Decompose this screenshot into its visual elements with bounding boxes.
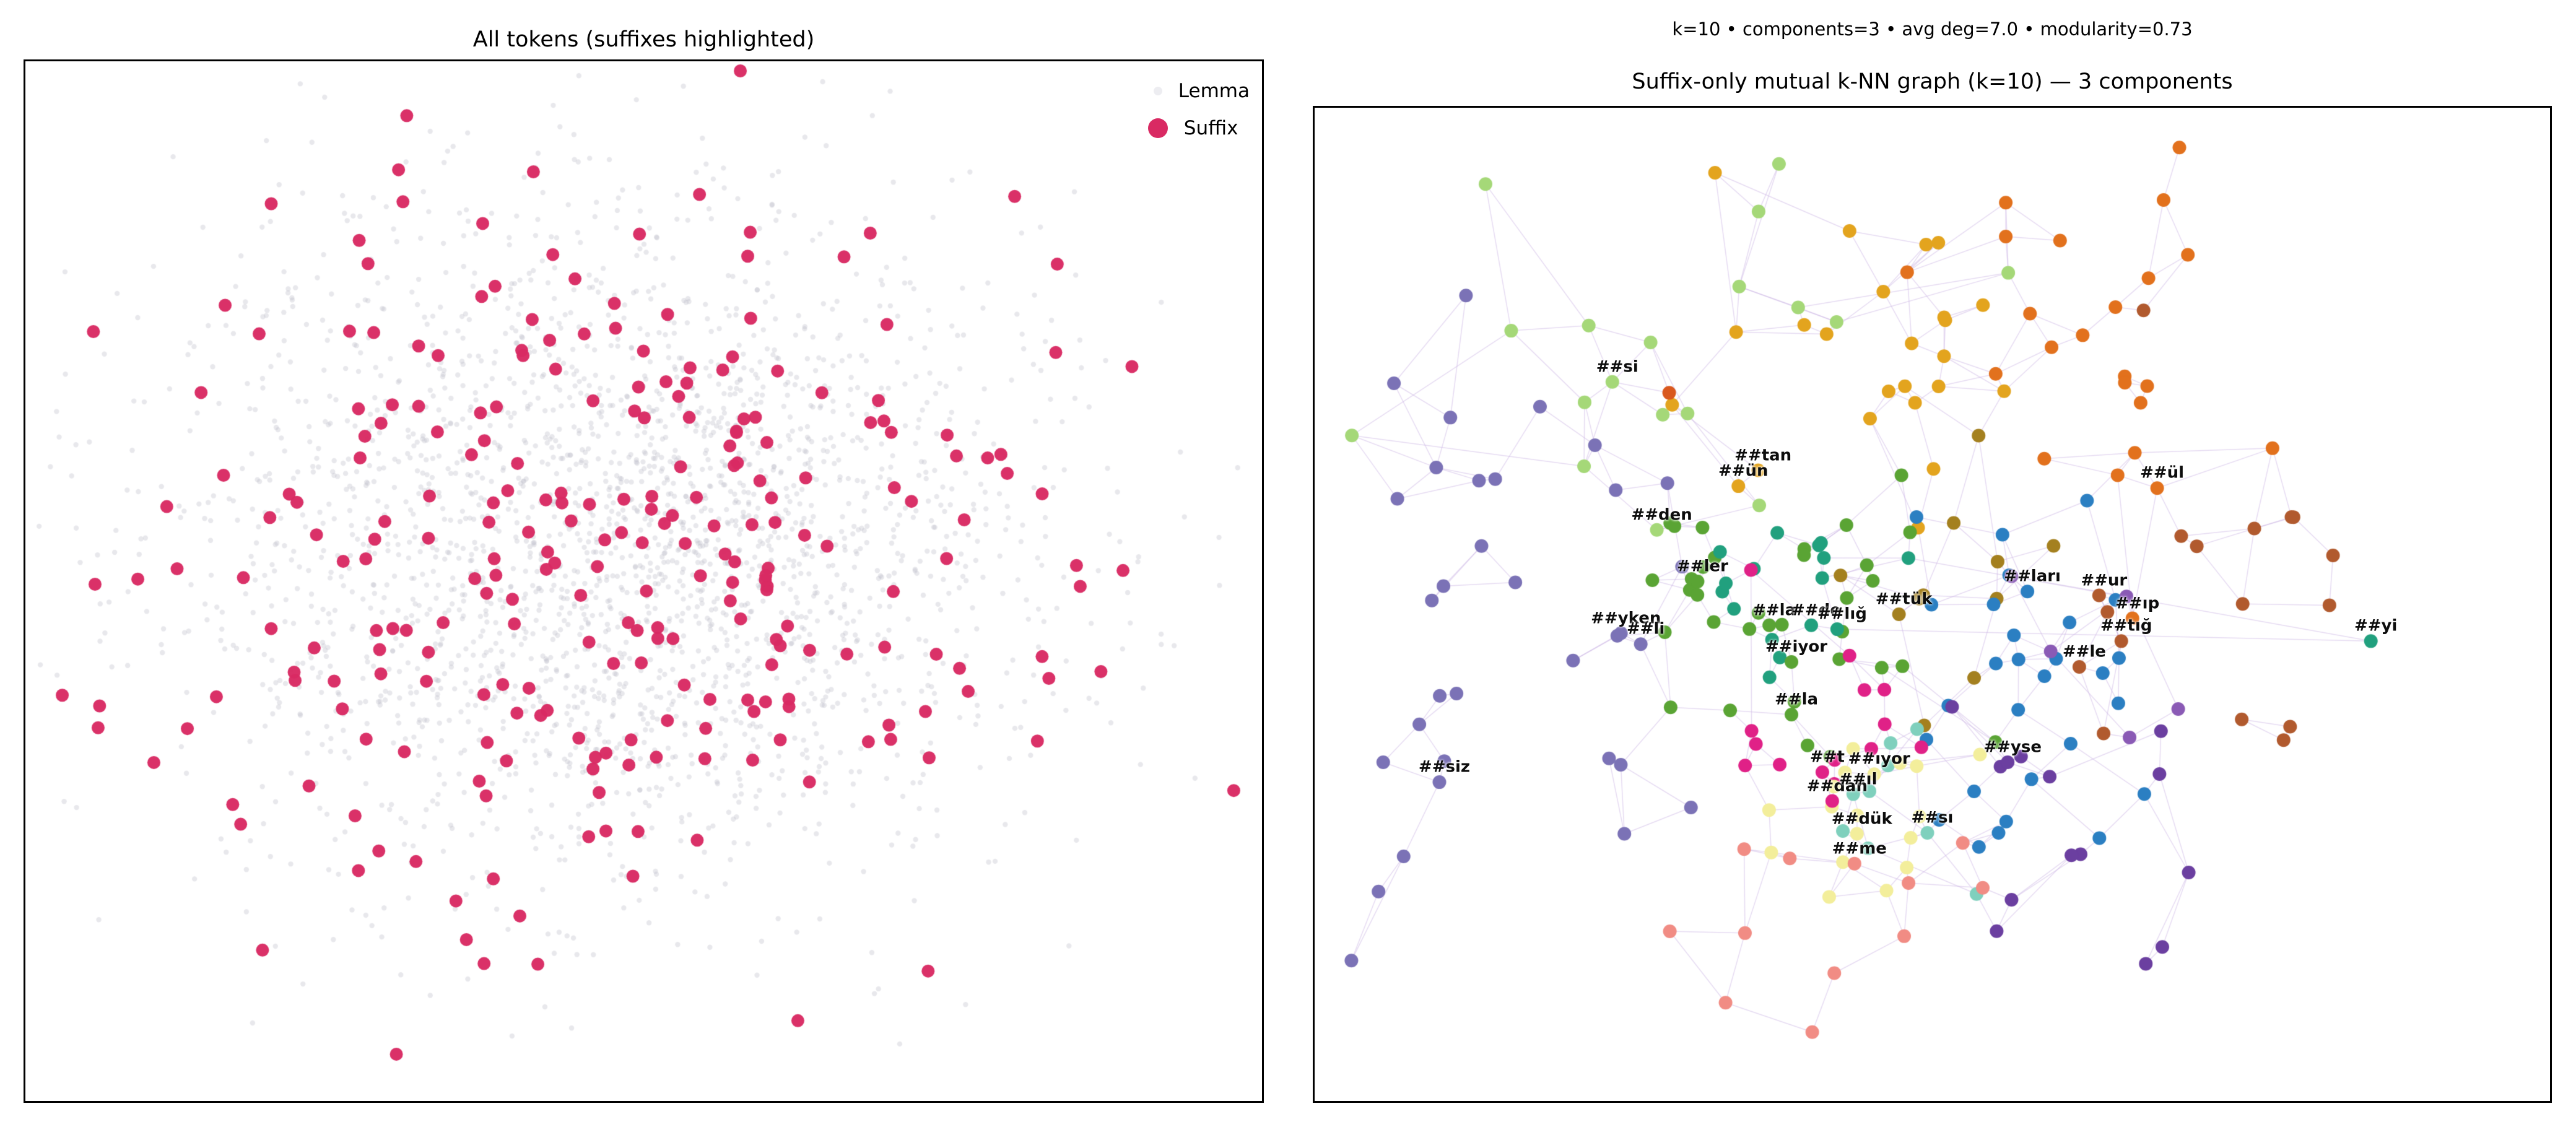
legend-label-lemma: Lemma [1178, 80, 1250, 102]
suffix-marker-icon [1147, 118, 1168, 138]
legend-row-suffix: Suffix [1142, 112, 1250, 144]
network-canvas [1315, 108, 2550, 1101]
lemma-marker-icon [1153, 87, 1162, 95]
left-axes: Lemma Suffix [24, 59, 1264, 1103]
legend-label-suffix: Suffix [1183, 117, 1238, 139]
left-plot-title: All tokens (suffixes highlighted) [472, 27, 815, 52]
right-plot-subtitle: k=10 • components=3 • avg deg=7.0 • modu… [1672, 19, 2193, 40]
right-axes: ##si ##tan ##ün ##den ##ler ##yken ##li ##la ##d… [1313, 106, 2552, 1103]
right-plot-title: Suffix-only mutual k-NN graph (k=10) — 3… [1632, 69, 2233, 94]
legend-row-lemma: Lemma [1142, 75, 1250, 107]
legend: Lemma Suffix [1136, 71, 1256, 148]
left-scatter-canvas [25, 61, 1262, 1101]
